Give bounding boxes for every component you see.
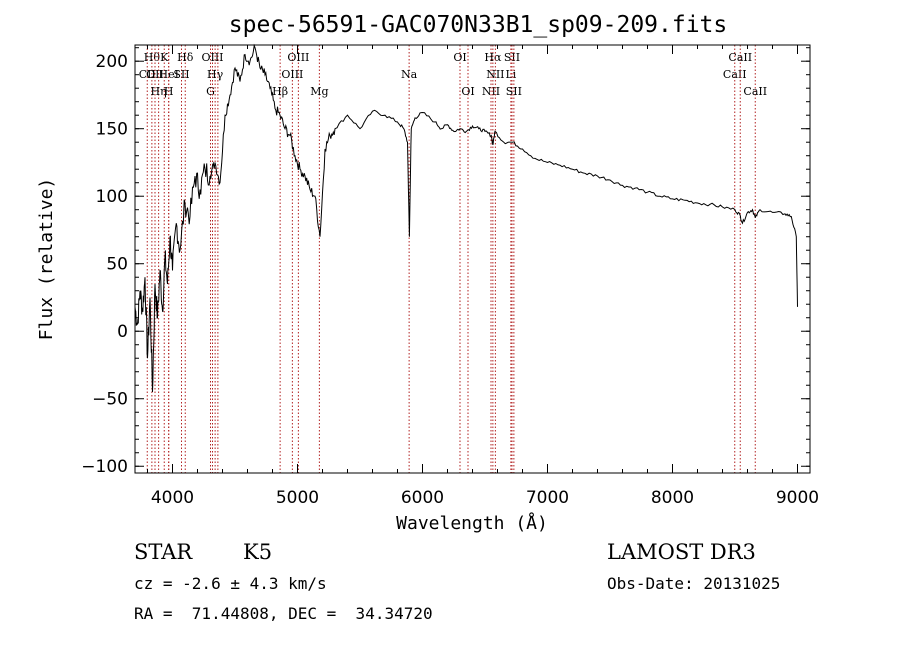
- survey-name: LAMOST DR3: [607, 540, 756, 564]
- line-label: NII: [482, 85, 500, 98]
- line-label: CaII: [728, 51, 752, 64]
- x-axis-label: Wavelength (Å): [396, 512, 548, 534]
- redshift-cz: cz = -2.6 ± 4.3 km/s: [134, 574, 327, 593]
- y-tick-label: 0: [117, 322, 128, 342]
- observation-date: Obs-Date: 20131025: [607, 574, 781, 593]
- line-label: OIII: [287, 51, 309, 64]
- line-label: OIII: [281, 68, 303, 81]
- line-label: Li: [505, 68, 516, 81]
- line-label: NII: [486, 68, 504, 81]
- line-label: Hγ: [207, 68, 224, 81]
- line-label: G: [206, 85, 215, 98]
- line-label: Mg: [310, 85, 328, 98]
- line-label: OI: [453, 51, 466, 64]
- y-tick-label: −50: [92, 390, 128, 410]
- y-tick-label: 150: [96, 120, 128, 140]
- sky-coordinates: RA = 71.44808, DEC = 34.34720: [134, 604, 433, 623]
- line-label: OI: [461, 85, 474, 98]
- spectrum-chart: spec-56591-GAC070N33B1_sp09-209.fits CII…: [36, 12, 819, 534]
- object-subclass: K5: [243, 540, 273, 564]
- line-label: Hθ: [144, 51, 161, 64]
- y-tick-label: −100: [81, 457, 128, 477]
- line-label: OII: [146, 68, 164, 81]
- line-label: CaII: [723, 68, 747, 81]
- chart-title: spec-56591-GAC070N33B1_sp09-209.fits: [229, 12, 728, 38]
- y-axis: −100 −50 0 50 100 150 200: [81, 47, 810, 477]
- line-label: Hη: [151, 85, 167, 98]
- x-axis: 4000 5000 6000 7000 8000 9000: [147, 45, 819, 508]
- line-label: K: [160, 51, 169, 64]
- plot-frame: [134, 44, 811, 474]
- x-tick-label: 6000: [401, 488, 444, 508]
- line-label: OIII: [201, 51, 223, 64]
- line-label: CaII: [743, 85, 767, 98]
- object-class: STAR: [134, 540, 193, 564]
- line-label: Hα: [484, 51, 502, 64]
- x-tick-label: 5000: [276, 488, 319, 508]
- line-label: Na: [401, 68, 418, 81]
- x-tick-label: 8000: [651, 488, 694, 508]
- x-tick-label: 4000: [151, 488, 194, 508]
- line-label: HeI: [159, 68, 179, 81]
- x-tick-label: 7000: [526, 488, 569, 508]
- y-tick-label: 50: [106, 255, 128, 275]
- y-axis-label: Flux (relative): [36, 178, 57, 341]
- line-label: Hδ: [177, 51, 194, 64]
- line-label: SII: [504, 51, 520, 64]
- x-tick-label: 9000: [776, 488, 819, 508]
- y-tick-label: 200: [96, 52, 128, 72]
- flux-series-line: [134, 43, 798, 393]
- y-tick-label: 100: [96, 187, 128, 207]
- line-label: SII: [173, 68, 189, 81]
- line-label: Hβ: [272, 85, 288, 98]
- spectral-line-markers: CIIHθOIIHηKHHeISIIHδGOIIIHγHβOIIIOIIIMgN…: [139, 45, 767, 473]
- line-label: SII: [506, 85, 522, 98]
